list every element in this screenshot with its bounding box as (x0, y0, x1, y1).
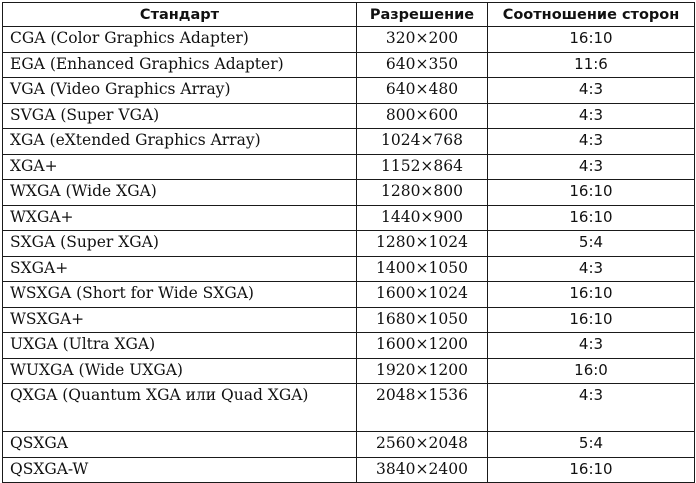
table-row: SXGA+ 1400×1050 4:3 (2, 255, 695, 282)
table-row: WSXGA (Short for Wide SXGA) 1600×1024 16… (2, 281, 695, 308)
table-row: XGA+ 1152×864 4:3 (2, 153, 695, 180)
resolution-cell: 1600×1200 (356, 332, 488, 359)
standard-cell: WSXGA (Short for Wide SXGA) (2, 281, 357, 308)
resolution-cell: 2048×1536 (356, 383, 488, 432)
resolution-cell: 1440×900 (356, 204, 488, 231)
standard-cell: WUXGA (Wide UXGA) (2, 357, 357, 384)
standard-cell: WXGA+ (2, 204, 357, 231)
aspect-ratio-cell: 5:4 (487, 230, 695, 257)
table-row: SXGA (Super XGA) 1280×1024 5:4 (2, 230, 695, 257)
table-row: WXGA (Wide XGA) 1280×800 16:10 (2, 179, 695, 206)
table-row: UXGA (Ultra XGA) 1600×1200 4:3 (2, 332, 695, 359)
aspect-ratio-cell: 16:10 (487, 456, 695, 483)
aspect-ratio-cell: 4:3 (487, 255, 695, 282)
table-row: CGA (Color Graphics Adapter) 320×200 16:… (2, 26, 695, 53)
aspect-ratio-cell: 16:10 (487, 281, 695, 308)
table-row: QXGA (Quantum XGA или Quad XGA) 2048×153… (2, 383, 695, 432)
table-row: VGA (Video Graphics Array) 640×480 4:3 (2, 77, 695, 104)
resolution-cell: 3840×2400 (356, 456, 488, 483)
resolution-cell: 1024×768 (356, 128, 488, 155)
aspect-ratio-cell: 4:3 (487, 102, 695, 129)
resolution-cell: 640×480 (356, 77, 488, 104)
resolution-cell: 1920×1200 (356, 357, 488, 384)
resolution-cell: 1152×864 (356, 153, 488, 180)
standard-cell: CGA (Color Graphics Adapter) (2, 26, 357, 53)
resolution-cell: 1280×800 (356, 179, 488, 206)
aspect-ratio-cell: 4:3 (487, 153, 695, 180)
aspect-ratio-cell: 4:3 (487, 128, 695, 155)
resolution-cell: 1400×1050 (356, 255, 488, 282)
resolution-cell: 1680×1050 (356, 306, 488, 333)
table-row: WSXGA+ 1680×1050 16:10 (2, 306, 695, 333)
standard-cell: WSXGA+ (2, 306, 357, 333)
resolution-cell: 1280×1024 (356, 230, 488, 257)
standard-cell: EGA (Enhanced Graphics Adapter) (2, 51, 357, 78)
aspect-ratio-cell: 11:6 (487, 51, 695, 78)
table-row: EGA (Enhanced Graphics Adapter) 640×350 … (2, 51, 695, 78)
table-row: QSXGA-W 3840×2400 16:10 (2, 456, 695, 483)
aspect-ratio-cell: 16:10 (487, 204, 695, 231)
aspect-ratio-cell: 16:10 (487, 306, 695, 333)
aspect-ratio-cell: 4:3 (487, 77, 695, 104)
aspect-ratio-cell: 16:10 (487, 179, 695, 206)
table-row: SVGA (Super VGA) 800×600 4:3 (2, 102, 695, 129)
resolution-cell: 640×350 (356, 51, 488, 78)
resolution-cell: 320×200 (356, 26, 488, 53)
column-header-standard: Стандарт (2, 2, 357, 27)
aspect-ratio-cell: 16:10 (487, 26, 695, 53)
table-row: WXGA+ 1440×900 16:10 (2, 204, 695, 231)
table-header-row: Стандарт Разрешение Соотношение сторон (2, 2, 695, 27)
standard-cell: QSXGA-W (2, 456, 357, 483)
standard-cell: XGA (eXtended Graphics Array) (2, 128, 357, 155)
column-header-aspect-ratio: Соотношение сторон (487, 2, 695, 27)
table-row: WUXGA (Wide UXGA) 1920×1200 16:0 (2, 357, 695, 384)
standard-cell: WXGA (Wide XGA) (2, 179, 357, 206)
standard-cell: UXGA (Ultra XGA) (2, 332, 357, 359)
standard-cell: XGA+ (2, 153, 357, 180)
standard-cell: SVGA (Super VGA) (2, 102, 357, 129)
aspect-ratio-cell: 4:3 (487, 332, 695, 359)
column-header-resolution: Разрешение (356, 2, 488, 27)
table-row: XGA (eXtended Graphics Array) 1024×768 4… (2, 128, 695, 155)
standard-cell: VGA (Video Graphics Array) (2, 77, 357, 104)
aspect-ratio-cell: 16:0 (487, 357, 695, 384)
aspect-ratio-cell: 5:4 (487, 431, 695, 458)
aspect-ratio-cell: 4:3 (487, 383, 695, 432)
table-row: QSXGA 2560×2048 5:4 (2, 431, 695, 458)
standard-cell: QXGA (Quantum XGA или Quad XGA) (2, 383, 357, 432)
resolution-cell: 800×600 (356, 102, 488, 129)
standard-cell: SXGA (Super XGA) (2, 230, 357, 257)
standard-cell: SXGA+ (2, 255, 357, 282)
resolution-cell: 1600×1024 (356, 281, 488, 308)
resolution-cell: 2560×2048 (356, 431, 488, 458)
standard-cell: QSXGA (2, 431, 357, 458)
